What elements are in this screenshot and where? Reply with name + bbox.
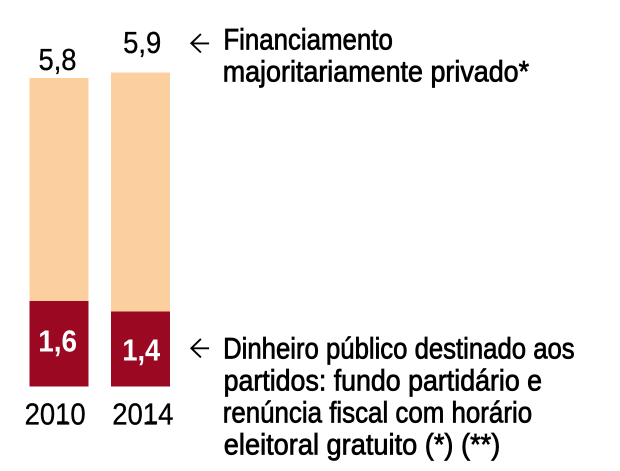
svg-text:1,6: 1,6 — [38, 324, 77, 359]
svg-text:eleitoral gratuito (*) (**): eleitoral gratuito (*) (**) — [224, 429, 501, 462]
svg-text:5,8: 5,8 — [38, 44, 76, 78]
svg-text:Financiamento: Financiamento — [223, 23, 392, 56]
svg-text:1,4: 1,4 — [122, 334, 161, 368]
svg-text:partidos: fundo partidário e: partidos: fundo partidário e — [224, 363, 542, 397]
svg-text:Dinheiro público destinado aos: Dinheiro público destinado aos — [223, 332, 575, 365]
svg-text:majoritariamente privado*: majoritariamente privado* — [223, 54, 529, 87]
svg-text:2010: 2010 — [25, 398, 86, 432]
svg-text:2014: 2014 — [112, 398, 173, 432]
svg-text:renúncia fiscal com horário: renúncia fiscal com horário — [223, 396, 532, 429]
svg-text:5,9: 5,9 — [123, 27, 161, 61]
